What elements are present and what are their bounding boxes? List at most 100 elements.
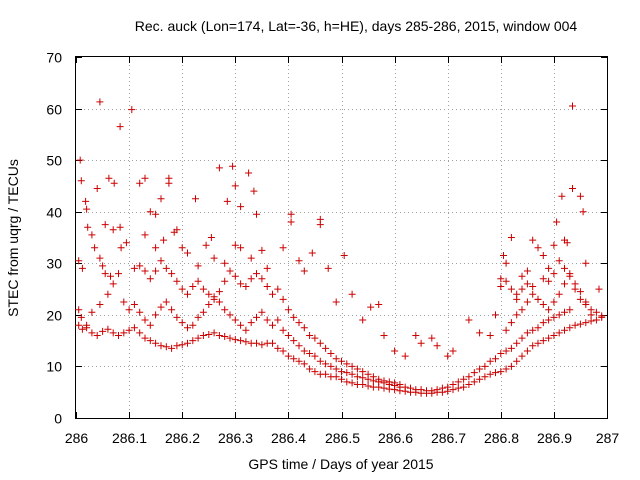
data-point-marker (242, 326, 250, 334)
data-point-marker (110, 179, 118, 187)
data-point-marker (369, 373, 377, 381)
data-point-marker (497, 275, 505, 283)
data-point-marker (253, 339, 260, 347)
data-point-marker (555, 290, 563, 298)
data-point-marker (130, 301, 138, 308)
data-point-marker (327, 362, 335, 370)
data-point-marker (178, 341, 186, 349)
data-point-marker (146, 275, 154, 283)
data-point-marker (576, 192, 584, 200)
data-point-marker (229, 162, 237, 170)
data-point-marker (569, 185, 576, 192)
data-point-marker (295, 257, 303, 265)
data-point-marker (587, 317, 595, 325)
data-point-marker (101, 270, 109, 278)
data-point-marker (507, 285, 515, 293)
data-point-marker (157, 257, 165, 265)
data-point-marker (152, 210, 160, 218)
data-point-marker (162, 264, 170, 272)
data-point-marker (237, 337, 245, 345)
data-point-marker (125, 306, 133, 314)
data-point-marker (380, 332, 388, 339)
data-point-marker (115, 332, 122, 339)
data-point-marker (311, 334, 319, 342)
data-point-marker (287, 218, 295, 226)
data-point-marker (117, 244, 125, 252)
data-point-marker (300, 324, 308, 332)
data-point-marker (576, 320, 584, 328)
data-point-marker (353, 365, 361, 373)
x-tick-label: 286.4 (271, 430, 306, 446)
y-tick-label: 70 (46, 50, 62, 66)
data-point-marker (165, 179, 173, 187)
data-point-marker (364, 382, 372, 390)
data-point-marker (120, 329, 128, 337)
data-point-marker (136, 179, 144, 187)
data-point-marker (391, 347, 399, 355)
data-point-marker (157, 342, 165, 350)
x-tick-label: 286.6 (378, 430, 413, 446)
data-point-marker (353, 373, 361, 381)
data-point-marker (401, 352, 409, 360)
data-point-marker (237, 244, 245, 252)
data-point-marker (247, 254, 255, 262)
data-point-marker (343, 369, 351, 377)
data-point-marker (592, 316, 600, 324)
y-tick-label: 40 (46, 205, 62, 221)
data-point-marker (128, 106, 136, 114)
data-point-marker (324, 264, 332, 272)
data-point-marker (99, 327, 107, 335)
data-point-marker (507, 234, 515, 241)
data-point-marker (221, 277, 229, 285)
data-point-marker (83, 324, 91, 332)
data-point-marker (518, 272, 526, 280)
data-point-marker (125, 326, 133, 334)
data-point-marker (231, 316, 239, 324)
data-point-marker (359, 374, 367, 382)
data-point-marker (306, 365, 314, 373)
data-point-marker (170, 228, 178, 236)
data-point-marker (444, 383, 452, 391)
data-point-marker (287, 210, 295, 218)
data-point-marker (279, 244, 287, 252)
data-point-marker (75, 321, 83, 329)
data-point-marker (518, 352, 526, 360)
data-point-marker (470, 378, 478, 386)
data-point-marker (492, 311, 499, 319)
data-point-marker (444, 352, 452, 360)
data-point-marker (348, 362, 356, 370)
data-point-marker (507, 362, 515, 370)
data-point-marker (481, 373, 489, 381)
data-point-marker (311, 368, 319, 376)
data-point-marker (130, 264, 138, 272)
data-point-marker (178, 285, 186, 293)
data-point-marker (75, 306, 83, 314)
data-point-marker (237, 280, 245, 288)
data-point-marker (136, 308, 144, 316)
data-point-marker (338, 368, 345, 376)
data-point-marker (136, 329, 144, 337)
data-point-marker (146, 337, 154, 345)
data-point-marker (518, 334, 526, 342)
data-point-marker (77, 313, 85, 321)
data-point-marker (96, 254, 104, 262)
data-point-marker (507, 319, 515, 327)
data-point-marker (91, 244, 99, 252)
data-point-marker (513, 339, 521, 347)
data-point-marker (199, 332, 207, 339)
data-point-marker (598, 312, 606, 320)
data-point-marker (141, 316, 149, 324)
data-point-marker (223, 197, 231, 205)
data-point-marker (253, 210, 260, 218)
data-point-marker (582, 259, 590, 267)
data-point-marker (566, 270, 574, 278)
data-point-marker (401, 383, 409, 391)
data-point-marker (105, 174, 113, 182)
data-point-marker (269, 339, 276, 347)
data-point-marker (76, 156, 84, 164)
data-point-marker (136, 262, 144, 270)
data-point-marker (550, 270, 558, 278)
data-point-marker (502, 259, 510, 267)
data-point-marker (322, 344, 330, 352)
